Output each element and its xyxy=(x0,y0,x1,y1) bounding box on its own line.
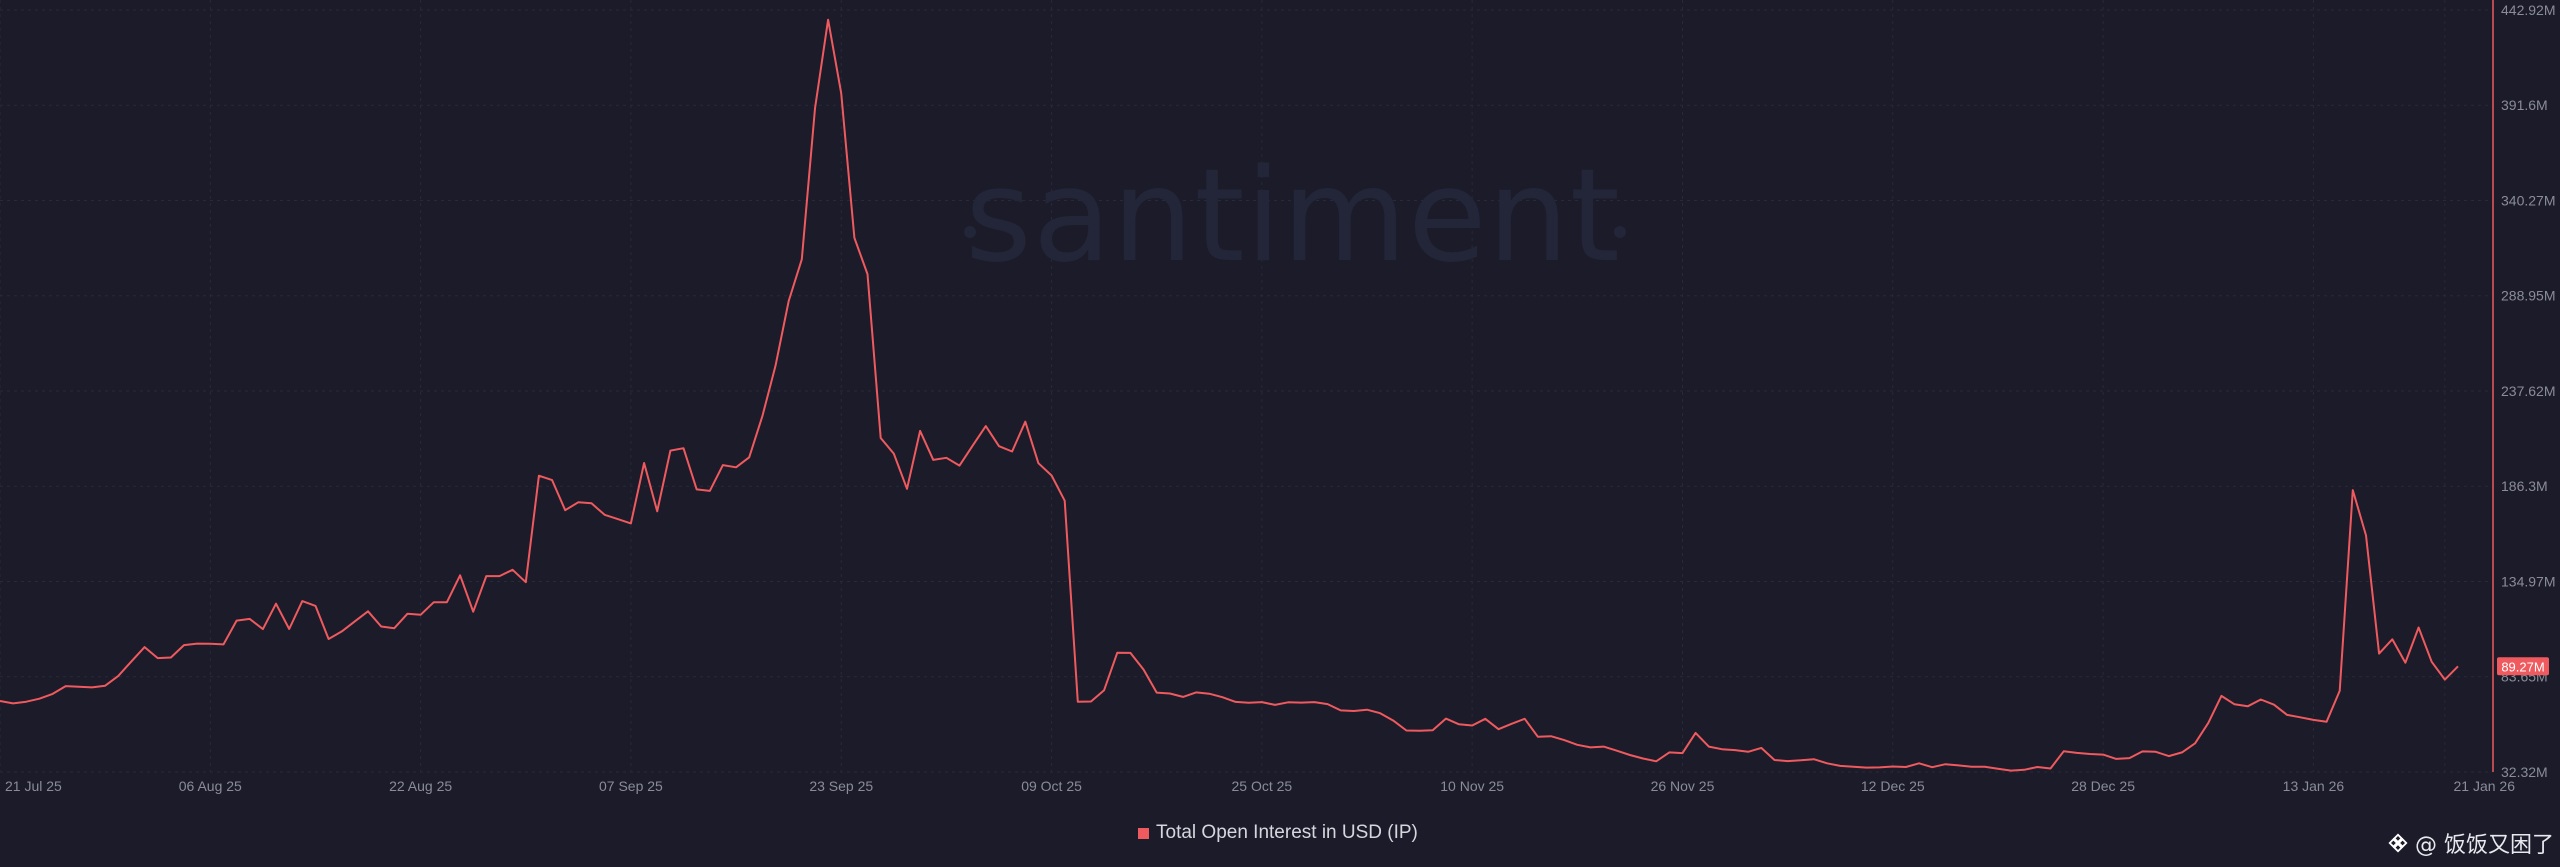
y-axis: 442.92M 391.6M 340.27M 288.95M 237.62M 186.3M… xyxy=(2501,2,2555,780)
x-tick-label: 12 Dec 25 xyxy=(1861,778,1925,794)
x-tick-label: 23 Sep 25 xyxy=(809,778,873,794)
y-tick-label: 442.92M xyxy=(2501,2,2555,18)
y-tick-label: 237.62M xyxy=(2501,383,2555,399)
x-tick-label: 06 Aug 25 xyxy=(179,778,242,794)
y-tick-label: 186.3M xyxy=(2501,478,2548,494)
series-layer xyxy=(0,18,2459,772)
santiment-watermark: santiment xyxy=(965,142,1621,291)
x-tick-label: 09 Oct 25 xyxy=(1021,778,1082,794)
y-tick-label: 32.32M xyxy=(2501,764,2548,780)
last-value-badge xyxy=(2497,657,2549,676)
x-tick-label: 10 Nov 25 xyxy=(1440,778,1504,794)
x-tick-label: 28 Dec 25 xyxy=(2071,778,2135,794)
grid-lines xyxy=(0,0,2493,773)
series-line-open-interest xyxy=(0,18,2459,772)
legend[interactable]: Total Open Interest in USD (IP) xyxy=(1138,822,1418,844)
x-tick-label: 21 Jul 25 xyxy=(5,778,62,794)
last-value-text: 89.27M xyxy=(2501,659,2544,674)
x-axis: 21 Jul 25 06 Aug 25 22 Aug 25 07 Sep 25 23 S… xyxy=(5,778,2515,794)
x-tick-label: 13 Jan 26 xyxy=(2283,778,2345,794)
attribution-handle: @ 饭饭又困了 xyxy=(2415,833,2554,858)
x-tick-label: 25 Oct 25 xyxy=(1232,778,1293,794)
y-tick-label: 134.97M xyxy=(2501,574,2555,590)
x-tick-label: 26 Nov 25 xyxy=(1651,778,1715,794)
x-tick-label: 21 Jan 26 xyxy=(2454,778,2516,794)
watermark-dot-left xyxy=(964,226,976,238)
legend-label: Total Open Interest in USD (IP) xyxy=(1156,822,1418,843)
attribution-watermark: @ 饭饭又困了 xyxy=(2387,827,2554,859)
x-tick-label: 22 Aug 25 xyxy=(389,778,452,794)
x-tick-label: 07 Sep 25 xyxy=(599,778,663,794)
y-tick-label: 340.27M xyxy=(2501,193,2555,209)
legend-swatch xyxy=(1138,827,1149,839)
y-tick-label: 391.6M xyxy=(2501,97,2548,113)
last-value-label: 89.27M xyxy=(2497,657,2549,676)
y-tick-label: 288.95M xyxy=(2501,288,2555,304)
binance-icon xyxy=(2388,833,2408,853)
watermark-dot-right xyxy=(1614,226,1626,238)
